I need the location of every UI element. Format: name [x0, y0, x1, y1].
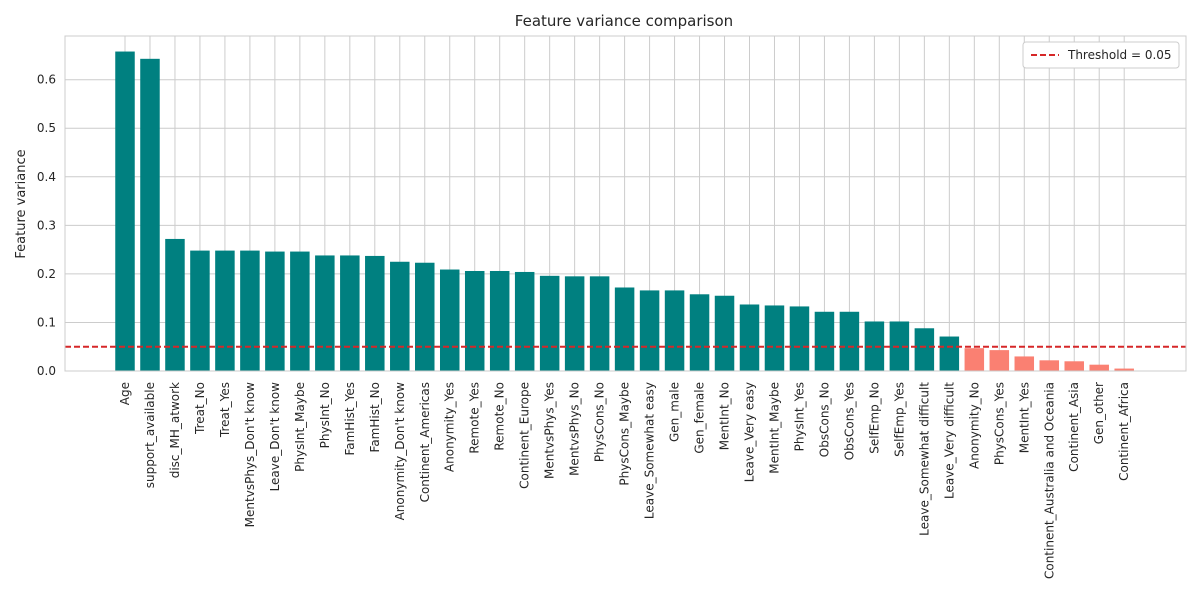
bar [714, 295, 735, 371]
x-tick-label: Leave_Somewhat easy [643, 382, 657, 519]
bar [614, 287, 635, 371]
bar [1039, 360, 1060, 371]
x-tick-label: Continent_Americas [418, 382, 432, 502]
bar [439, 269, 460, 371]
bar [489, 270, 510, 371]
bar [914, 328, 935, 371]
x-tick-label: Gen_female [693, 382, 707, 454]
bar [839, 311, 860, 371]
x-tick-label: Leave_Very difficult [942, 382, 956, 499]
x-tick-label: MentInt_Maybe [767, 382, 781, 474]
bar [564, 276, 585, 371]
bar [814, 311, 835, 371]
x-tick-label: support_available [143, 382, 157, 488]
x-tick-label: FamHist_Yes [343, 382, 357, 456]
axis-layer: 0.0 0.1 0.2 0.3 0.4 0.5 0.6 Age support_availabl… [37, 35, 1187, 579]
x-tick-label: Leave_Somewhat difficult [917, 382, 931, 536]
y-tick-label: 0.1 [37, 315, 56, 329]
y-tick-label: 0.3 [37, 218, 56, 232]
bar [265, 251, 285, 371]
legend-threshold-label: Threshold = 0.05 [1067, 48, 1172, 62]
x-tick-label: Age [118, 382, 132, 405]
x-tick-label: PhysInt_Maybe [293, 382, 307, 472]
bar [964, 348, 985, 371]
bar [514, 271, 535, 371]
x-tick-label: Remote_Yes [468, 382, 482, 454]
bar [190, 250, 210, 371]
bar [1014, 356, 1035, 371]
bar [340, 255, 360, 371]
x-tick-label: SelfEmp_No [867, 382, 881, 454]
x-tick-label: Anonymity_No [967, 382, 981, 469]
x-tick-label: Gen_other [1092, 382, 1106, 444]
x-tick-label: Treat_No [193, 382, 207, 435]
bar [315, 255, 335, 371]
bar [1114, 368, 1134, 371]
x-tick-label: Remote_No [493, 382, 507, 451]
y-axis-label: Feature variance [14, 149, 29, 258]
bar [165, 238, 185, 371]
x-tick-label: Leave_Don't know [268, 382, 282, 492]
bar [390, 261, 410, 371]
bar [664, 290, 685, 371]
x-tick-label: Anonymity_Don't know [393, 382, 407, 521]
x-tick-label: SelfEmp_Yes [892, 382, 906, 457]
bar [764, 305, 785, 371]
bar [989, 350, 1010, 371]
y-tick-label: 0.4 [37, 170, 56, 184]
bar [864, 321, 885, 371]
x-tick-label: MentvsPhys_No [568, 382, 582, 476]
x-tick-label: Leave_Very easy [743, 382, 757, 482]
bar [215, 250, 235, 371]
bar [140, 58, 160, 371]
bar [415, 262, 435, 371]
x-tick-label: PhysInt_Yes [792, 382, 806, 451]
chart-title: Feature variance comparison [515, 12, 733, 30]
bar [1089, 364, 1109, 371]
x-tick-label: disc_MH_atwork [168, 382, 182, 478]
bar [115, 51, 135, 372]
x-tick-label: Treat_Yes [218, 382, 232, 438]
plot-frame [64, 35, 1187, 372]
y-tick-label: 0.0 [37, 364, 56, 378]
x-tick-label: PhysCons_Maybe [618, 382, 632, 486]
x-tick-label: Anonymity_Yes [443, 382, 457, 472]
x-tick-label: PhysCons_Yes [992, 382, 1006, 465]
y-tick-label: 0.6 [37, 73, 56, 87]
bar [739, 304, 760, 371]
bar [240, 250, 260, 371]
bar [539, 275, 560, 371]
x-tick-label: Continent_Australia and Oceania [1042, 382, 1056, 579]
x-tick-label: FamHist_No [368, 382, 382, 452]
x-tick-label: MentvsPhys_Don't know [243, 382, 257, 527]
x-tick-label: PhysCons_No [593, 382, 607, 462]
x-tick-label: MentInt_Yes [1017, 382, 1031, 453]
bar [589, 276, 610, 371]
x-tick-label: ObsCons_No [817, 382, 831, 457]
bar-layer [115, 51, 1134, 372]
legend: Threshold = 0.05 [1022, 41, 1180, 69]
x-tick-label: MentvsPhys_Yes [543, 382, 557, 479]
bar [789, 306, 810, 371]
bar [939, 336, 960, 371]
bar [365, 255, 385, 371]
x-tick-label: MentInt_No [718, 382, 732, 450]
bar [639, 290, 660, 371]
bar [290, 251, 310, 371]
bar [464, 270, 485, 371]
x-tick-label: Continent_Africa [1117, 382, 1131, 481]
x-tick-label: Continent_Asia [1067, 382, 1081, 472]
x-tick-label: ObsCons_Yes [842, 382, 856, 460]
x-tick-label: Continent_Europe [518, 382, 532, 489]
legend-box [1022, 41, 1180, 69]
bar [1064, 361, 1084, 371]
bar [689, 294, 710, 371]
x-tick-label: PhysInt_No [318, 382, 332, 448]
y-tick-label: 0.2 [37, 267, 56, 281]
y-tick-label: 0.5 [37, 121, 56, 135]
x-tick-label: Gen_male [668, 382, 682, 442]
bar [889, 321, 910, 371]
